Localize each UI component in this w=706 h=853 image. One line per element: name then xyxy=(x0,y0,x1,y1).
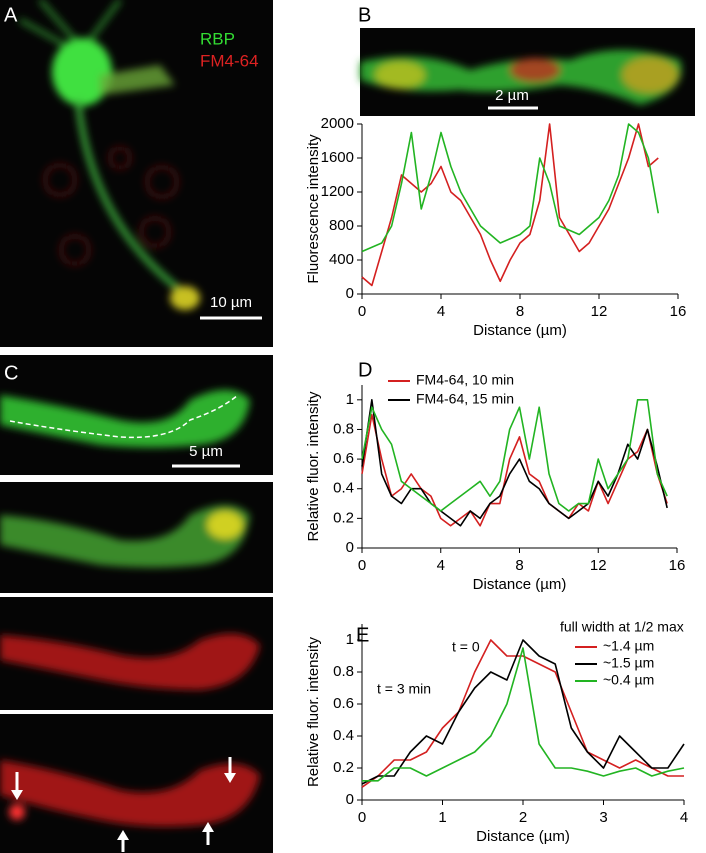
panel-label: A xyxy=(4,4,18,26)
image-a xyxy=(0,0,273,347)
legend-label: ~0.4 µm xyxy=(603,672,654,688)
legend-label: FM4-64, 15 min xyxy=(416,391,514,407)
x-tick-label: 4 xyxy=(437,303,445,320)
image-c xyxy=(0,355,273,853)
series-line xyxy=(361,639,684,788)
y-tick-label: 0.2 xyxy=(333,759,354,776)
series-line xyxy=(361,639,685,785)
y-tick-label: 0.6 xyxy=(333,695,354,712)
y-tick-label: 0.2 xyxy=(333,509,354,526)
channel-label: FM4-64 xyxy=(200,51,259,70)
y-axis-label: Fluorescence intensity xyxy=(305,134,322,284)
y-axis-label: Relative fluor. intensity xyxy=(305,636,322,787)
y-tick-label: 1600 xyxy=(321,149,354,166)
x-tick-label: 2 xyxy=(519,809,527,826)
x-tick-label: 0 xyxy=(358,557,366,574)
x-tick-label: 16 xyxy=(670,303,687,320)
y-axis-label: Relative fluor. intensity xyxy=(305,391,322,542)
series-line xyxy=(361,413,668,527)
y-tick-label: 0.4 xyxy=(333,727,354,744)
y-tick-label: 0.4 xyxy=(333,480,354,497)
x-tick-label: 12 xyxy=(590,557,607,574)
series-line xyxy=(361,399,668,512)
image-b xyxy=(360,28,695,116)
scale-bar-label: 5 µm xyxy=(189,443,223,460)
y-tick-label: 0 xyxy=(346,285,354,302)
x-tick-label: 16 xyxy=(669,557,686,574)
y-tick-label: 0.8 xyxy=(333,420,354,437)
y-tick-label: 0 xyxy=(346,539,354,556)
series-line xyxy=(361,123,660,253)
y-tick-label: 0.6 xyxy=(333,450,354,467)
series-line xyxy=(361,123,659,287)
series-line xyxy=(362,647,685,782)
panel-label: E xyxy=(356,624,369,646)
y-tick-label: 2000 xyxy=(321,115,354,132)
y-tick-label: 0.8 xyxy=(333,663,354,680)
x-tick-label: 0 xyxy=(358,303,366,320)
legend-title: full width at 1/2 max xyxy=(560,619,684,635)
y-tick-label: 0 xyxy=(346,791,354,808)
legend-label: ~1.5 µm xyxy=(603,655,654,671)
x-axis-label: Distance (µm) xyxy=(473,576,567,593)
x-tick-label: 1 xyxy=(438,809,446,826)
y-tick-label: 800 xyxy=(329,217,354,234)
channel-label: RBP xyxy=(200,29,235,48)
scale-bar-label: 10 µm xyxy=(210,294,252,311)
x-tick-label: 3 xyxy=(599,809,607,826)
x-tick-label: 0 xyxy=(358,809,366,826)
scale-bar-label: 2 µm xyxy=(495,87,529,104)
legend-label: FM4-64, 10 min xyxy=(416,372,514,388)
x-tick-label: 4 xyxy=(437,557,445,574)
x-tick-label: 8 xyxy=(516,303,524,320)
panel-label: D xyxy=(358,359,372,381)
legend-label: ~1.4 µm xyxy=(603,638,654,654)
y-tick-label: 1 xyxy=(346,391,354,408)
x-tick-label: 12 xyxy=(591,303,608,320)
panel-label: C xyxy=(4,362,18,384)
y-tick-label: 1200 xyxy=(321,183,354,200)
x-axis-label: Distance (µm) xyxy=(476,828,570,845)
x-tick-label: 8 xyxy=(515,557,523,574)
x-tick-label: 4 xyxy=(680,809,688,826)
y-tick-label: 400 xyxy=(329,251,354,268)
annotation: t = 3 min xyxy=(377,681,431,697)
annotation: t = 0 xyxy=(452,639,480,655)
x-axis-label: Distance (µm) xyxy=(473,322,567,339)
panel-label: B xyxy=(358,4,371,26)
y-tick-label: 1 xyxy=(346,631,354,648)
